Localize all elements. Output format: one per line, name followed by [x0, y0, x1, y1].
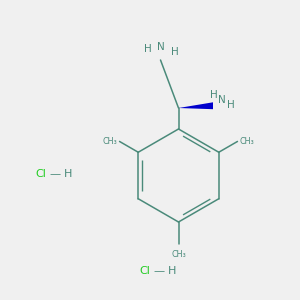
Text: N: N — [218, 95, 225, 105]
Text: CH₃: CH₃ — [102, 137, 117, 146]
Text: H: H — [171, 47, 179, 57]
Text: Cl: Cl — [36, 169, 46, 179]
Text: —: — — [153, 266, 165, 277]
Text: H: H — [144, 44, 152, 54]
Polygon shape — [178, 102, 213, 109]
Text: H: H — [167, 266, 176, 277]
Text: H: H — [64, 169, 72, 179]
Text: N: N — [157, 42, 165, 52]
Text: —: — — [50, 169, 61, 179]
Text: CH₃: CH₃ — [240, 137, 255, 146]
Text: H: H — [227, 100, 235, 110]
Text: Cl: Cl — [139, 266, 150, 277]
Text: CH₃: CH₃ — [171, 250, 186, 259]
Text: H: H — [210, 90, 218, 100]
